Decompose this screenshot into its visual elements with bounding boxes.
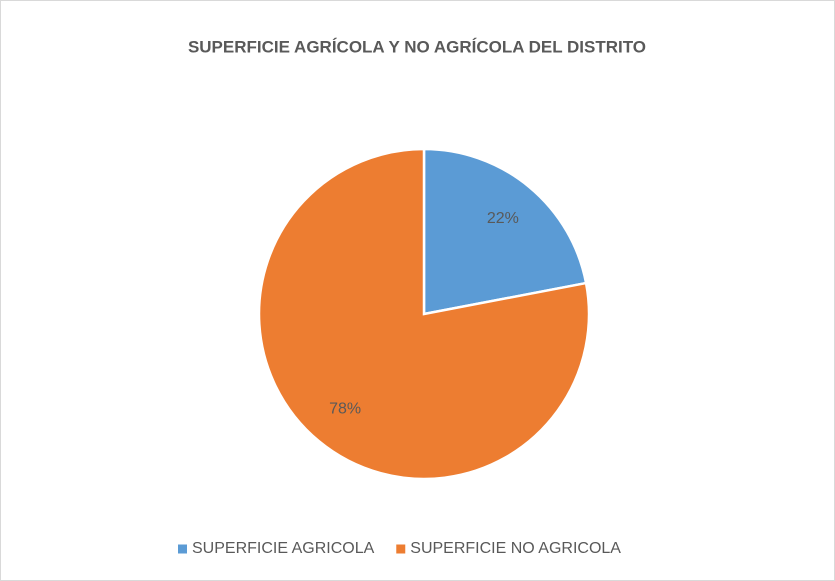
legend-label: SUPERFICIE NO AGRICOLA <box>410 540 621 557</box>
data-label: 22% <box>487 210 519 227</box>
legend-label: SUPERFICIE AGRICOLA <box>192 540 375 557</box>
chart-title: SUPERFICIE AGRÍCOLA Y NO AGRÍCOLA DEL DI… <box>188 37 646 56</box>
legend-swatch <box>396 544 406 554</box>
pie-slice <box>422 147 588 316</box>
data-label: 78% <box>329 401 361 418</box>
pie-slice <box>257 147 591 481</box>
legend-swatch <box>178 544 187 554</box>
